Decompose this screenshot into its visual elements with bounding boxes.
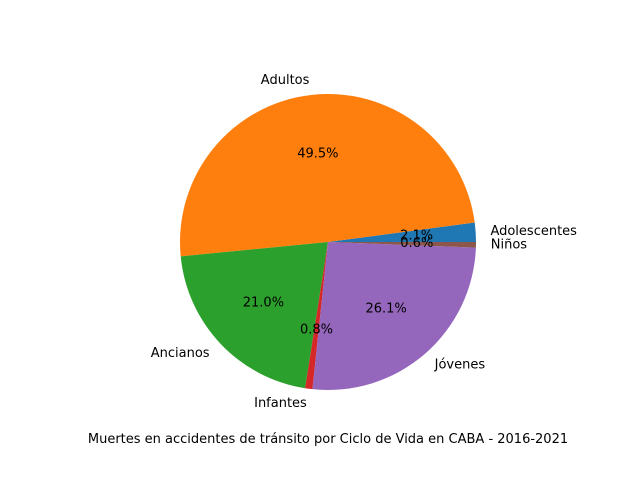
slice-label-infantes: Infantes — [254, 396, 307, 411]
slice-percent-adultos: 49.5% — [297, 146, 338, 161]
chart-xlabel: Muertes en accidentes de tránsito por Ci… — [88, 432, 568, 447]
pie-slice-adolescentes — [328, 222, 476, 242]
slice-percent-ancianos: 21.0% — [243, 295, 284, 310]
slice-percent-ninos: 0.6% — [400, 236, 433, 251]
pie-labels: Adolescentes 2.1% Adultos 49.5% Ancianos 21.0… — [151, 73, 577, 411]
slice-label-ancianos: Ancianos — [151, 346, 210, 361]
slice-percent-infantes: 0.8% — [300, 323, 333, 338]
slice-label-ninos: Niños — [491, 238, 528, 253]
slice-label-adolescentes: Adolescentes — [490, 224, 577, 239]
pie-slices — [180, 94, 476, 390]
pie-slice-ninos — [328, 242, 476, 248]
pie-slice-infantes — [305, 242, 328, 390]
slice-label-jovenes: Jóvenes — [434, 358, 486, 373]
pie-slice-ancianos — [180, 242, 328, 389]
slice-percent-jovenes: 26.1% — [365, 302, 406, 317]
slice-percent-adolescentes: 2.1% — [400, 229, 433, 244]
pie-slice-adultos — [180, 94, 475, 257]
pie-slice-jovenes — [312, 242, 476, 390]
slice-label-adultos: Adultos — [261, 73, 310, 88]
